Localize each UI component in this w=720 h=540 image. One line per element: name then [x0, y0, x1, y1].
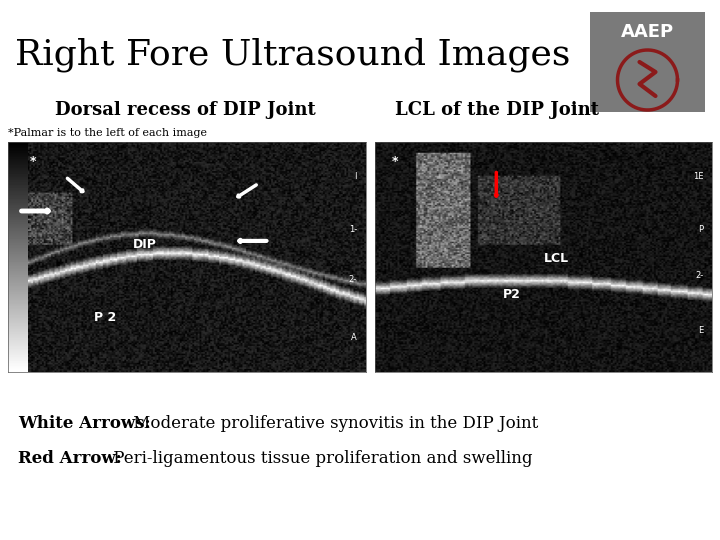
- Text: Moderate proliferative synovitis in the DIP Joint: Moderate proliferative synovitis in the …: [128, 415, 539, 432]
- Text: *: *: [30, 155, 36, 168]
- Text: White Arrows:: White Arrows:: [18, 415, 150, 432]
- Text: AAEP: AAEP: [621, 23, 674, 41]
- Text: 2-: 2-: [696, 271, 703, 280]
- Text: 1-: 1-: [348, 225, 357, 234]
- Text: Right Fore Ultrasound Images: Right Fore Ultrasound Images: [15, 38, 570, 72]
- Text: P: P: [698, 225, 703, 234]
- Text: LCL of the DIP Joint: LCL of the DIP Joint: [395, 101, 599, 119]
- Text: 1E: 1E: [693, 172, 703, 181]
- Text: 2-: 2-: [348, 275, 357, 285]
- Text: Red Arrow:: Red Arrow:: [18, 450, 122, 467]
- Text: Dorsal recess of DIP Joint: Dorsal recess of DIP Joint: [55, 101, 316, 119]
- Text: Peri-ligamentous tissue proliferation and swelling: Peri-ligamentous tissue proliferation an…: [108, 450, 533, 467]
- Text: *: *: [392, 155, 398, 168]
- Text: E: E: [698, 326, 703, 335]
- FancyBboxPatch shape: [590, 12, 705, 112]
- Text: P2: P2: [503, 288, 521, 301]
- Text: *Palmar is to the left of each image: *Palmar is to the left of each image: [8, 128, 207, 138]
- Text: DIP: DIP: [133, 238, 157, 251]
- Text: I: I: [354, 172, 357, 181]
- Text: LCL: LCL: [544, 252, 569, 265]
- Text: A: A: [351, 333, 357, 342]
- Text: P 2: P 2: [94, 312, 116, 325]
